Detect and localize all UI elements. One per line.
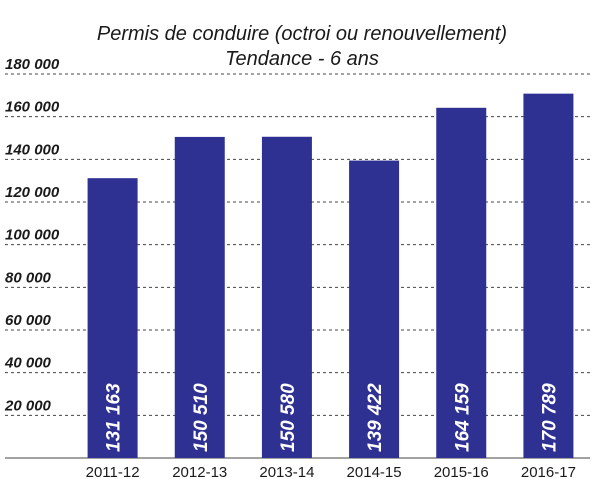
value-label: 170 789 — [539, 383, 560, 452]
x-tick-label: 2013-14 — [259, 464, 314, 479]
y-tick-label: 180 000 — [5, 56, 60, 73]
x-tick-label: 2011-12 — [86, 464, 140, 479]
bar — [174, 136, 225, 459]
x-tick-label: 2015-16 — [434, 464, 489, 479]
value-label: 164 159 — [452, 383, 473, 452]
value-label: 139 422 — [365, 383, 386, 452]
x-tick-label: 2014-15 — [347, 464, 402, 479]
y-tick-label: 40 000 — [4, 355, 52, 372]
y-tick-label: 60 000 — [5, 312, 52, 329]
y-tick-label: 140 000 — [5, 141, 60, 158]
value-label: 131 163 — [104, 383, 125, 452]
x-tick-label: 2012-13 — [172, 464, 227, 479]
y-tick-label: 160 000 — [5, 99, 60, 116]
bar — [523, 93, 574, 458]
bar — [87, 178, 138, 458]
bar — [349, 160, 400, 458]
y-tick-label: 100 000 — [5, 227, 60, 244]
value-label: 150 580 — [278, 383, 299, 452]
chart-subtitle: Tendance - 6 ans — [225, 48, 379, 70]
bar — [261, 136, 312, 458]
x-tick-label: 2016-17 — [521, 464, 576, 479]
bar — [436, 107, 487, 459]
chart-title: Permis de conduire (octroi ou renouvelle… — [97, 23, 507, 45]
y-tick-label: 120 000 — [5, 184, 60, 201]
y-tick-label: 20 000 — [4, 397, 52, 414]
value-label: 150 510 — [191, 383, 212, 452]
y-tick-label: 80 000 — [5, 269, 52, 286]
